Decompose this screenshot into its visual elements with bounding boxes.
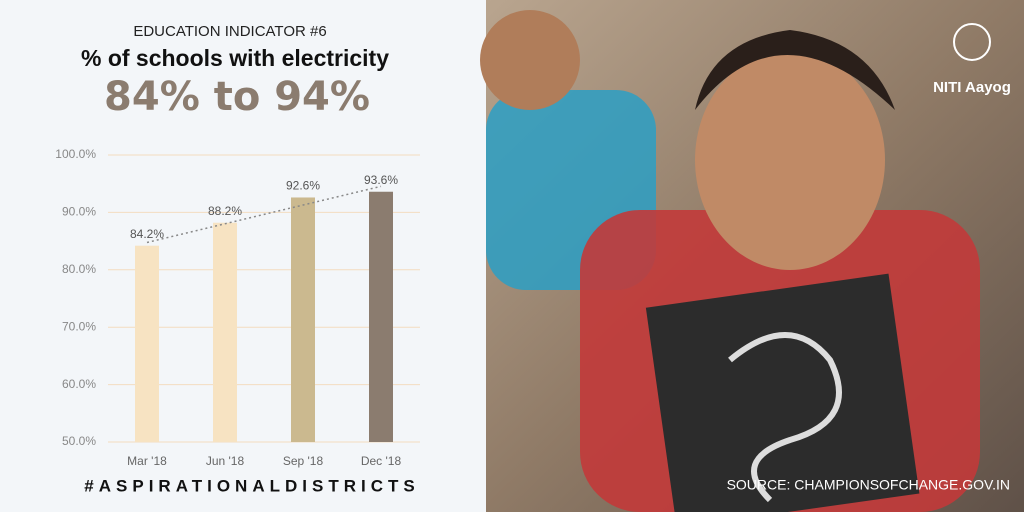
- y-tick-label: 70.0%: [62, 319, 96, 333]
- photo-chalk: [728, 332, 842, 503]
- source: SOURCE: CHAMPIONSOFCHANGE.GOV.IN: [727, 477, 1010, 493]
- data-label: 88.2%: [208, 204, 242, 218]
- trendline: [146, 185, 382, 244]
- y-tick-label: 60.0%: [62, 377, 96, 391]
- bar: [369, 191, 393, 442]
- x-tick-label: Mar '18: [127, 454, 167, 468]
- bar: [135, 245, 159, 442]
- data-label: 93.6%: [364, 173, 398, 187]
- photo-slate: [645, 273, 920, 512]
- photo-hair: [695, 30, 895, 110]
- data-label: 84.2%: [130, 227, 164, 241]
- bar: [213, 222, 237, 442]
- highlight: 84% to 94%: [104, 74, 370, 120]
- photo: [480, 0, 1024, 512]
- x-tick-label: Jun '18: [206, 454, 245, 468]
- photo-face: [695, 50, 885, 270]
- hashtag: #ASPIRATIONALDISTRICTS: [84, 476, 419, 495]
- x-tick-label: Dec '18: [361, 454, 402, 468]
- photo-face: [480, 10, 580, 110]
- y-tick-label: 50.0%: [62, 434, 96, 448]
- y-tick-label: 80.0%: [62, 262, 96, 276]
- y-tick-label: 90.0%: [62, 205, 96, 219]
- logo: NITI Aayog: [933, 79, 1011, 96]
- kicker: EDUCATION INDICATOR #6: [133, 23, 326, 40]
- title: % of schools with electricity: [81, 45, 389, 71]
- data-label: 92.6%: [286, 179, 320, 193]
- bar: [291, 197, 315, 442]
- x-tick-label: Sep '18: [283, 454, 324, 468]
- logo-emblem: [953, 23, 991, 61]
- left-panel: [0, 0, 486, 512]
- y-tick-label: 100.0%: [55, 147, 96, 161]
